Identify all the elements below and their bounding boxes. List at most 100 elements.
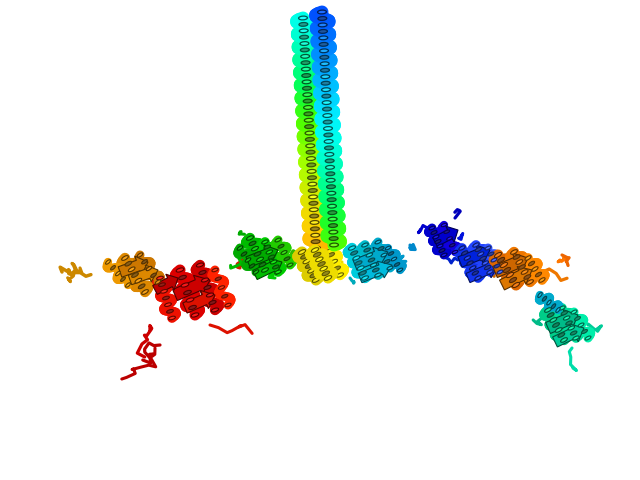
Ellipse shape — [320, 55, 329, 59]
Ellipse shape — [328, 204, 337, 208]
Ellipse shape — [163, 296, 170, 300]
Ellipse shape — [311, 248, 319, 252]
Ellipse shape — [326, 166, 335, 169]
Ellipse shape — [278, 244, 284, 248]
Ellipse shape — [196, 263, 204, 267]
Ellipse shape — [215, 277, 221, 280]
Ellipse shape — [310, 214, 319, 218]
Ellipse shape — [330, 259, 337, 264]
Ellipse shape — [539, 278, 545, 282]
Polygon shape — [552, 324, 584, 347]
Polygon shape — [153, 274, 178, 294]
Ellipse shape — [120, 277, 125, 281]
Ellipse shape — [262, 240, 268, 244]
Ellipse shape — [320, 62, 329, 66]
Ellipse shape — [366, 253, 372, 257]
Ellipse shape — [364, 248, 371, 252]
Ellipse shape — [441, 223, 447, 227]
Ellipse shape — [308, 268, 315, 273]
Ellipse shape — [323, 107, 332, 111]
Ellipse shape — [547, 300, 551, 305]
Ellipse shape — [524, 275, 531, 279]
Ellipse shape — [516, 260, 523, 264]
Ellipse shape — [429, 226, 435, 230]
Ellipse shape — [527, 280, 533, 284]
Ellipse shape — [326, 172, 335, 176]
Ellipse shape — [495, 252, 502, 258]
Ellipse shape — [559, 306, 565, 310]
Polygon shape — [500, 266, 532, 290]
Ellipse shape — [578, 323, 584, 327]
Ellipse shape — [570, 331, 577, 335]
Ellipse shape — [556, 328, 562, 332]
Ellipse shape — [353, 256, 360, 260]
Ellipse shape — [561, 338, 568, 342]
Ellipse shape — [257, 257, 264, 262]
Ellipse shape — [326, 185, 335, 189]
Ellipse shape — [319, 30, 328, 33]
Polygon shape — [253, 258, 282, 279]
Ellipse shape — [563, 316, 570, 320]
Ellipse shape — [324, 276, 332, 280]
Ellipse shape — [529, 261, 534, 266]
Ellipse shape — [125, 261, 132, 266]
Ellipse shape — [303, 106, 312, 109]
Ellipse shape — [310, 221, 319, 224]
Ellipse shape — [394, 263, 400, 266]
Ellipse shape — [299, 16, 307, 20]
Ellipse shape — [368, 258, 375, 262]
Ellipse shape — [111, 265, 115, 270]
Ellipse shape — [582, 329, 588, 334]
Ellipse shape — [264, 245, 271, 249]
Ellipse shape — [372, 268, 379, 272]
Ellipse shape — [308, 176, 316, 180]
Ellipse shape — [311, 240, 320, 243]
Ellipse shape — [532, 267, 538, 271]
Ellipse shape — [300, 29, 308, 33]
Ellipse shape — [306, 150, 315, 154]
Ellipse shape — [484, 265, 491, 270]
Ellipse shape — [125, 283, 131, 287]
Ellipse shape — [249, 241, 256, 245]
Ellipse shape — [304, 112, 313, 116]
Ellipse shape — [122, 256, 129, 260]
Ellipse shape — [384, 260, 390, 264]
Polygon shape — [118, 256, 148, 277]
Ellipse shape — [497, 270, 503, 274]
Ellipse shape — [184, 290, 191, 295]
Ellipse shape — [307, 156, 316, 160]
Ellipse shape — [558, 333, 564, 337]
Ellipse shape — [254, 252, 261, 256]
Ellipse shape — [504, 267, 511, 273]
Ellipse shape — [322, 271, 330, 276]
Ellipse shape — [371, 263, 377, 267]
Ellipse shape — [556, 308, 560, 312]
Polygon shape — [493, 253, 528, 277]
Ellipse shape — [138, 284, 145, 288]
Ellipse shape — [488, 252, 494, 256]
Ellipse shape — [542, 296, 547, 301]
Polygon shape — [246, 245, 278, 267]
Ellipse shape — [300, 36, 308, 39]
Ellipse shape — [433, 235, 439, 239]
Ellipse shape — [397, 268, 403, 272]
Ellipse shape — [308, 189, 317, 192]
Ellipse shape — [477, 252, 484, 256]
Ellipse shape — [470, 266, 476, 270]
Ellipse shape — [485, 246, 491, 250]
Ellipse shape — [186, 298, 194, 302]
Ellipse shape — [568, 326, 575, 330]
Ellipse shape — [319, 49, 328, 53]
Ellipse shape — [328, 224, 337, 228]
Ellipse shape — [359, 271, 366, 275]
Ellipse shape — [311, 233, 320, 237]
Ellipse shape — [506, 273, 513, 277]
Ellipse shape — [480, 256, 486, 261]
Ellipse shape — [321, 81, 330, 85]
Ellipse shape — [375, 273, 381, 277]
Ellipse shape — [525, 256, 531, 260]
Ellipse shape — [218, 286, 225, 289]
Ellipse shape — [273, 265, 279, 269]
Ellipse shape — [318, 262, 325, 266]
Ellipse shape — [268, 255, 275, 259]
